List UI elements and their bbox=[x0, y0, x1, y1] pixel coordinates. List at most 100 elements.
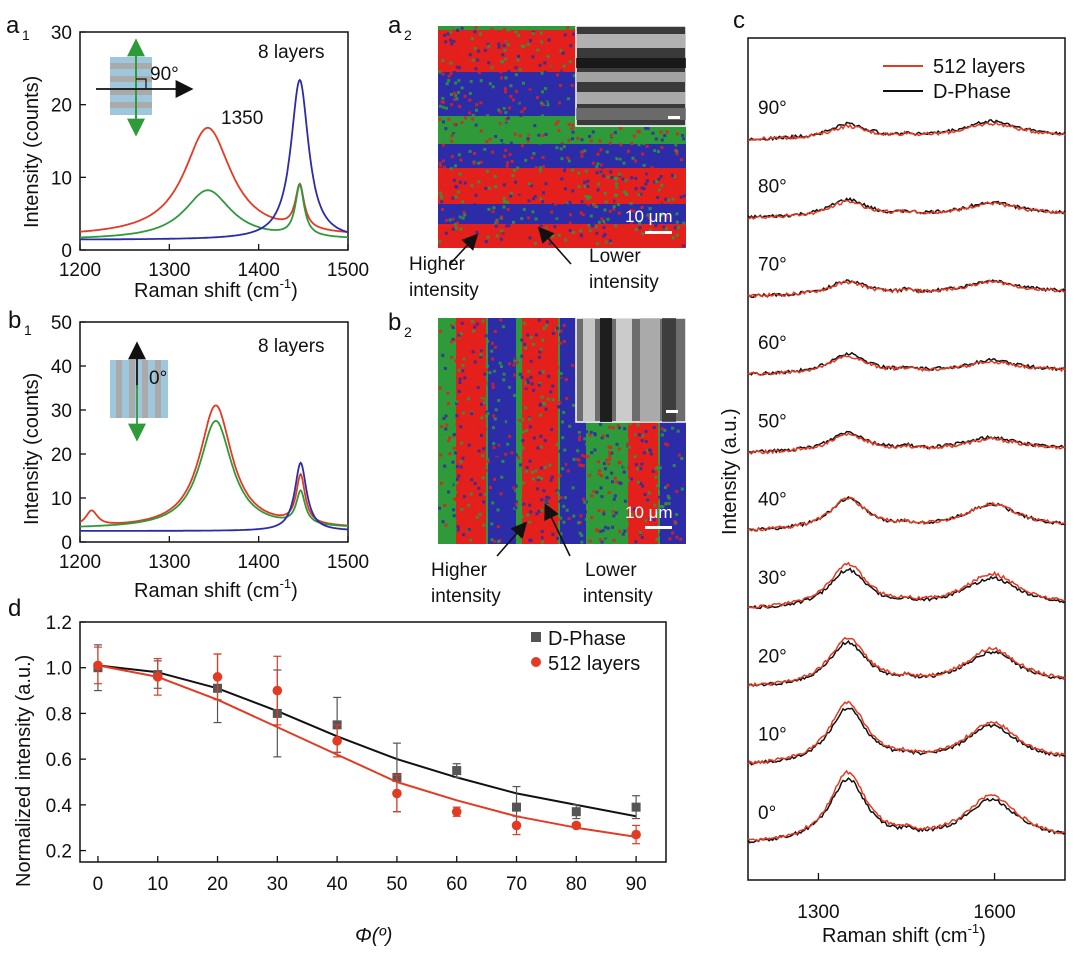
map-pixel bbox=[506, 419, 510, 423]
map-pixel bbox=[456, 28, 460, 32]
map-pixel bbox=[571, 189, 575, 193]
map-pixel bbox=[534, 242, 537, 245]
map-pixel bbox=[508, 153, 512, 157]
map-pixel bbox=[675, 535, 679, 539]
map-pixel bbox=[453, 91, 456, 95]
map-pixel bbox=[452, 455, 456, 459]
c-512-line bbox=[747, 432, 1066, 455]
map-pixel bbox=[648, 207, 652, 211]
map-pixel bbox=[559, 147, 563, 151]
map-pixel bbox=[469, 538, 472, 542]
map-pixel bbox=[464, 390, 468, 394]
map-pixel bbox=[681, 133, 684, 137]
map-pixel bbox=[531, 477, 535, 481]
map-pixel bbox=[564, 238, 568, 242]
map-pixel bbox=[474, 193, 478, 197]
map-pixel bbox=[443, 504, 447, 507]
map-pixel bbox=[570, 84, 574, 87]
d-ylabel: Normalized intensity (a.u.) bbox=[13, 655, 35, 887]
map-pixel bbox=[603, 467, 607, 471]
map-pixel bbox=[458, 172, 462, 176]
map-pixel bbox=[506, 116, 510, 120]
map-pixel bbox=[626, 442, 630, 446]
c-512-line bbox=[747, 636, 1066, 688]
map-pixel bbox=[549, 161, 553, 165]
map-pixel bbox=[555, 326, 559, 330]
map-pixel bbox=[471, 52, 475, 56]
map-pixel bbox=[583, 500, 587, 504]
map-pixel bbox=[456, 525, 460, 529]
map-pixel bbox=[593, 448, 597, 452]
map-pixel bbox=[472, 177, 476, 181]
map-pixel bbox=[675, 233, 679, 237]
map-pixel bbox=[535, 512, 539, 516]
map-pixel bbox=[446, 532, 450, 536]
map-pixel bbox=[544, 87, 548, 91]
c-dphase-line bbox=[747, 430, 1066, 454]
map-pixel bbox=[556, 73, 559, 77]
map-pixel bbox=[615, 157, 619, 161]
map-pixel bbox=[630, 142, 634, 145]
map-pixel bbox=[588, 433, 592, 437]
map-pixel bbox=[601, 165, 605, 169]
map-pixel bbox=[525, 466, 529, 470]
map-pixel bbox=[628, 496, 631, 500]
map-pixel bbox=[671, 197, 675, 201]
map-pixel bbox=[656, 465, 660, 469]
map-pixel bbox=[507, 338, 511, 342]
map-pixel bbox=[642, 163, 646, 167]
map-pixel bbox=[507, 106, 511, 110]
a1-xlabel: Raman shift (cm-1) bbox=[134, 276, 298, 302]
map-pixel bbox=[658, 466, 662, 470]
map-pixel bbox=[516, 404, 520, 408]
map-pixel bbox=[457, 333, 461, 337]
map-pixel bbox=[454, 490, 458, 494]
map-pixel bbox=[471, 117, 475, 121]
map-pixel bbox=[501, 53, 505, 57]
map-pixel bbox=[521, 430, 525, 434]
map-pixel bbox=[621, 173, 624, 177]
map-pixel bbox=[449, 30, 452, 34]
map-pixel bbox=[669, 519, 673, 523]
map-pixel bbox=[469, 173, 473, 177]
map-pixel bbox=[473, 482, 477, 485]
map-pixel bbox=[533, 520, 537, 524]
map-pixel bbox=[495, 413, 499, 417]
b2-lower-label-1: Lower bbox=[585, 560, 637, 581]
map-pixel bbox=[506, 28, 510, 32]
map-pixel bbox=[608, 239, 612, 243]
map-pixel bbox=[477, 486, 481, 490]
map-pixel bbox=[451, 227, 455, 231]
map-pixel bbox=[500, 215, 504, 219]
map-pixel bbox=[588, 535, 592, 539]
map-pixel bbox=[557, 405, 561, 408]
map-pixel bbox=[469, 496, 473, 499]
map-pixel bbox=[514, 180, 518, 184]
map-pixel bbox=[638, 531, 642, 535]
map-pixel bbox=[454, 195, 458, 199]
map-pixel bbox=[480, 397, 484, 401]
map-pixel bbox=[524, 231, 528, 235]
map-pixel bbox=[454, 81, 458, 85]
map-pixel bbox=[611, 480, 614, 484]
map-pixel bbox=[572, 74, 576, 78]
map-pixel bbox=[642, 451, 646, 455]
map-pixel bbox=[438, 386, 442, 390]
map-pixel bbox=[646, 536, 649, 540]
map-pixel bbox=[510, 57, 514, 61]
y-tick-label: 30 bbox=[51, 401, 72, 422]
a1-plot-frame bbox=[79, 31, 349, 251]
map-pixel bbox=[592, 489, 596, 493]
map-pixel bbox=[584, 518, 588, 521]
map-pixel bbox=[551, 384, 555, 388]
map-pixel bbox=[658, 495, 661, 499]
y-tick-label: 0.2 bbox=[46, 842, 72, 863]
map-pixel bbox=[652, 127, 655, 131]
map-pixel bbox=[496, 508, 500, 512]
map-pixel bbox=[443, 367, 447, 370]
map-pixel bbox=[545, 517, 549, 521]
map-pixel bbox=[580, 200, 584, 204]
a2-higher-arrow bbox=[449, 233, 479, 265]
map-pixel bbox=[491, 382, 495, 386]
map-pixel bbox=[487, 61, 491, 65]
